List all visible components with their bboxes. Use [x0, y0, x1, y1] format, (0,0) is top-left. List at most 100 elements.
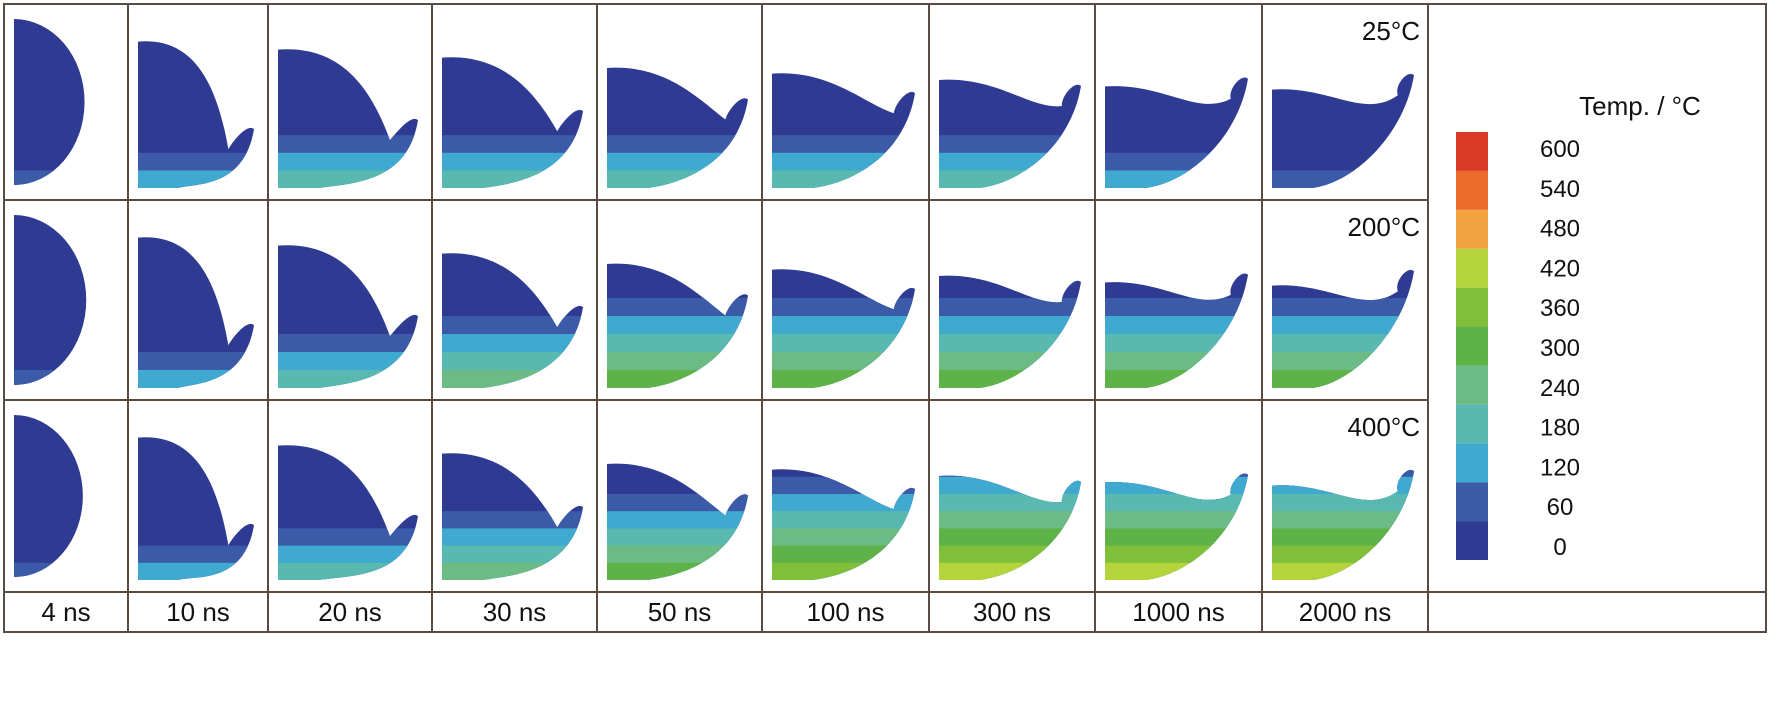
colorbar-segment [1456, 482, 1488, 522]
droplet-panel [1105, 77, 1248, 188]
time-label: 100 ns [806, 597, 884, 627]
droplet-panel [1272, 269, 1414, 388]
temperature-band [1272, 562, 1414, 580]
colorbar-tick-label: 360 [1540, 295, 1580, 322]
colorbar-legend: Temp. / °C 60054048042036030024018012060… [1456, 91, 1701, 561]
colorbar-tick-label: 420 [1540, 255, 1580, 282]
temperature-band [278, 370, 418, 388]
droplet-panel [138, 237, 254, 388]
temperature-band [14, 562, 83, 577]
row-temperature-label: 400°C [1347, 412, 1420, 442]
temperature-band [14, 370, 87, 385]
colorbar-segment [1456, 248, 1488, 288]
colorbar-segment [1456, 326, 1488, 366]
temperature-band [772, 170, 915, 188]
time-label: 50 ns [648, 597, 712, 627]
droplet-panel [939, 79, 1081, 188]
temperature-band [138, 170, 254, 188]
droplet-panel [1105, 273, 1248, 388]
temperature-band [1105, 370, 1248, 388]
colorbar-tick-label: 240 [1540, 375, 1580, 402]
colorbar-tick-label: 120 [1540, 454, 1580, 481]
droplet-shape [138, 41, 254, 188]
droplet-shape [14, 19, 85, 185]
droplet-panel [278, 245, 418, 388]
droplet-panel [1105, 473, 1248, 580]
temperature-band [772, 562, 915, 580]
temperature-band [138, 562, 254, 580]
droplet-panel [14, 215, 87, 385]
droplet-panel [278, 445, 418, 580]
temperature-band [939, 170, 1081, 188]
droplet-panel [138, 437, 254, 580]
time-labels: 4 ns 10 ns 20 ns 30 ns 50 ns 100 ns 300 ns 1000… [41, 597, 1391, 627]
temperature-band [939, 370, 1081, 388]
droplet-shape [138, 237, 254, 388]
colorbar-segment [1456, 521, 1488, 560]
temperature-band [607, 170, 748, 188]
colorbar-tick-label: 180 [1540, 415, 1580, 442]
droplet-panel [1272, 73, 1414, 188]
time-label: 1000 ns [1132, 597, 1225, 627]
droplet-panel [442, 453, 583, 580]
droplet-panel [278, 49, 418, 188]
colorbar-segment [1456, 132, 1488, 171]
colorbar-tick-label: 0 [1553, 534, 1566, 561]
droplet-panels [14, 19, 1414, 580]
temperature-band [1272, 370, 1414, 388]
droplet-panel [14, 19, 85, 185]
droplet-panel [607, 263, 748, 388]
temperature-band [772, 370, 915, 388]
colorbar-tick-label: 300 [1540, 335, 1580, 362]
droplet-panel [607, 463, 748, 580]
time-label: 300 ns [973, 597, 1051, 627]
temperature-band [442, 170, 583, 189]
temperature-band [607, 562, 748, 580]
time-label: 2000 ns [1299, 597, 1392, 627]
colorbar-segment [1456, 443, 1488, 483]
droplet-panel [939, 475, 1081, 580]
temperature-band [607, 370, 748, 388]
colorbar-segment [1456, 287, 1488, 327]
temperature-band [1105, 562, 1248, 580]
time-label: 20 ns [318, 597, 382, 627]
colorbar-segment [1456, 365, 1488, 405]
temperature-band [14, 170, 85, 185]
time-label: 30 ns [483, 597, 547, 627]
droplet-panel [442, 253, 583, 388]
droplet-panel [14, 415, 83, 577]
droplet-shape [138, 437, 254, 580]
droplet-panel [607, 67, 748, 188]
outer-frame [3, 3, 1767, 633]
temperature-band [1272, 170, 1414, 188]
temperature-band [939, 562, 1081, 580]
temperature-band [442, 562, 583, 580]
temperature-band [278, 562, 418, 580]
droplet-panel [772, 269, 915, 388]
colorbar-tick-label: 600 [1540, 136, 1580, 163]
colorbar-segment [1456, 209, 1488, 249]
panel-grid [3, 3, 1767, 633]
time-label: 4 ns [41, 597, 90, 627]
temperature-band [1105, 170, 1248, 188]
row-temperature-label: 25°C [1362, 16, 1420, 46]
legend-title: Temp. / °C [1579, 91, 1701, 121]
colorbar-segment [1456, 404, 1488, 444]
temperature-band [278, 170, 418, 188]
droplet-panel [1272, 469, 1414, 580]
row-labels: 25°C 200°C 400°C [1347, 16, 1420, 442]
colorbar-segment [1456, 170, 1488, 210]
droplet-shape [14, 415, 83, 577]
row-temperature-label: 200°C [1347, 212, 1420, 242]
temperature-band [442, 370, 583, 388]
colorbar-tick-label: 540 [1540, 176, 1580, 203]
droplet-shape [1272, 73, 1414, 188]
droplet-shape [14, 215, 87, 385]
droplet-panel [939, 275, 1081, 388]
droplet-panel [772, 73, 915, 188]
colorbar-tick-label: 60 [1547, 494, 1574, 521]
time-label: 10 ns [166, 597, 230, 627]
colorbar-tick-label: 480 [1540, 216, 1580, 243]
temperature-band [138, 370, 254, 388]
